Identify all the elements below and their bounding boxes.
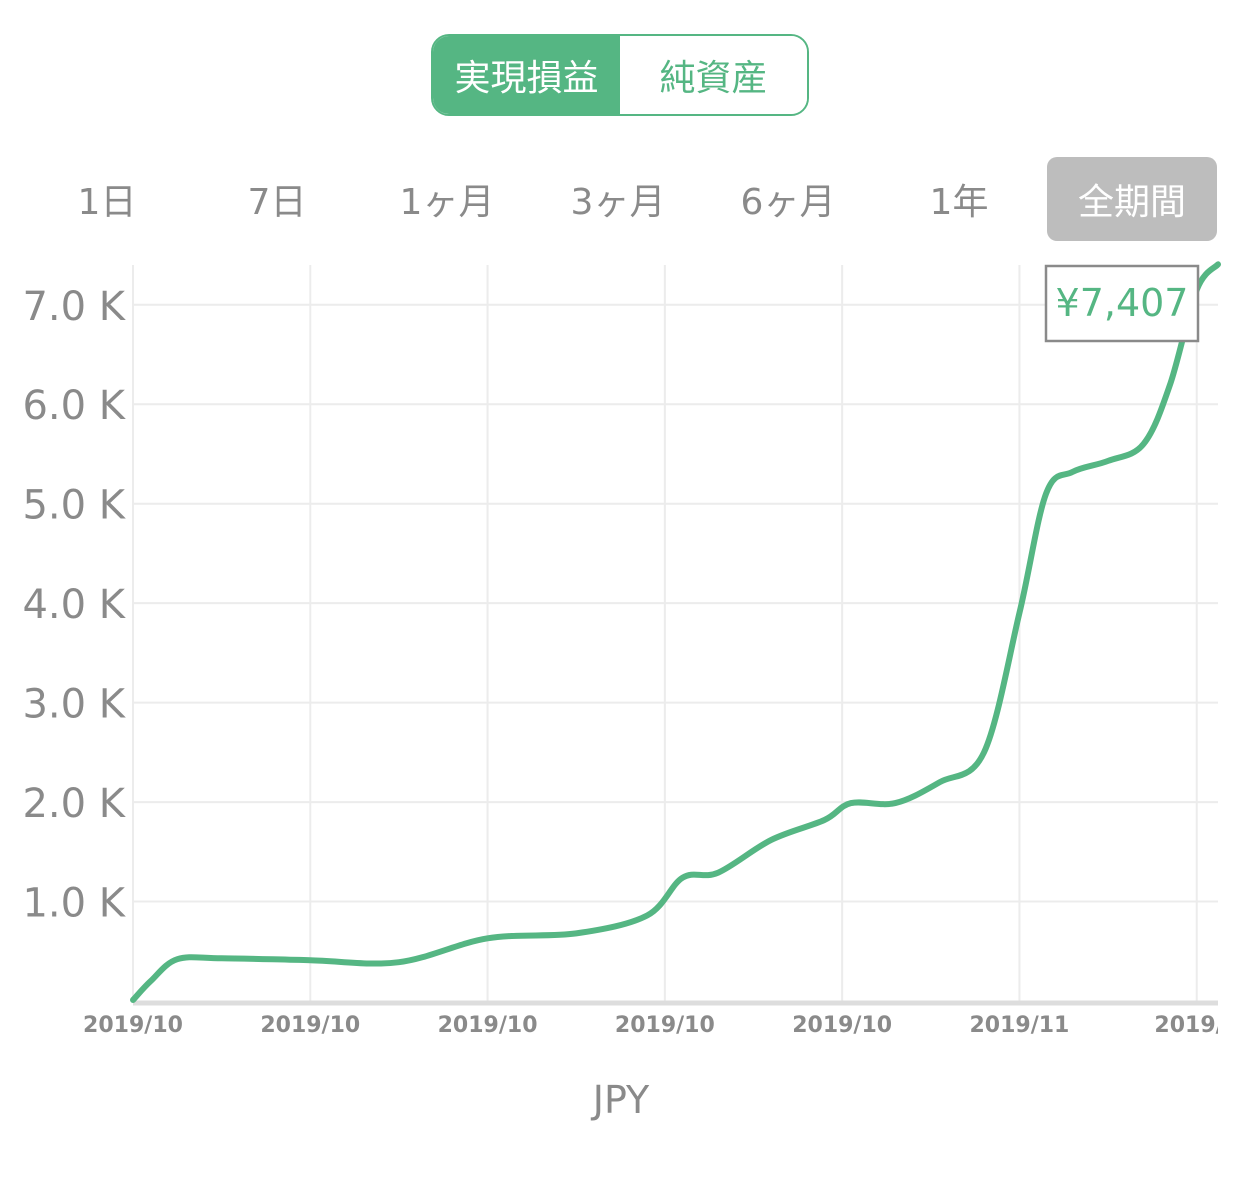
- x-tick-label: 2019/10: [438, 1013, 538, 1038]
- range-1-year-button[interactable]: 1年: [929, 182, 989, 223]
- net-assets-tab[interactable]: 純資産: [620, 36, 807, 114]
- value-tooltip-text: ¥7,407: [1056, 281, 1189, 325]
- x-tick-label: 2019/10: [260, 1013, 360, 1038]
- range-all-time-button[interactable]: 全期間: [1047, 157, 1217, 241]
- range-3-months-button[interactable]: 3ヶ月: [570, 182, 666, 223]
- time-range-selector: 1日 7日 1ヶ月 3ヶ月 6ヶ月 1年 全期間: [22, 157, 1220, 241]
- y-tick-label: 7.0 K: [22, 284, 126, 330]
- y-tick-label: 4.0 K: [22, 582, 126, 628]
- y-tick-label: 6.0 K: [22, 383, 126, 429]
- x-tick-label: 2019/10: [83, 1013, 183, 1038]
- range-6-months-button[interactable]: 6ヶ月: [740, 182, 836, 223]
- currency-unit-label: JPY: [592, 1078, 650, 1122]
- realized-pnl-tab[interactable]: 実現損益: [433, 36, 620, 114]
- y-tick-label: 5.0 K: [22, 483, 126, 529]
- range-7-days-button[interactable]: 7日: [247, 182, 307, 223]
- pnl-line-chart: 1.0 K 2.0 K 3.0 K 4.0 K 5.0 K 6.0 K 7.0 K 2019/…: [22, 261, 1239, 1038]
- value-tooltip-box: [1044, 264, 1200, 343]
- x-tick-label: 2019/10: [792, 1013, 892, 1038]
- x-tick-label: 2019/10: [615, 1013, 715, 1038]
- x-tick-label: 2019/11: [969, 1013, 1069, 1038]
- range-1-day-button[interactable]: 1日: [77, 182, 137, 223]
- pnl-series-line: [130, 261, 1221, 1003]
- range-1-month-button[interactable]: 1ヶ月: [399, 182, 495, 223]
- y-tick-label: 2.0 K: [22, 781, 126, 827]
- chart-mode-toggle: 実現損益 純資産: [431, 34, 809, 116]
- y-tick-label: 3.0 K: [22, 682, 126, 728]
- y-tick-label: 1.0 K: [22, 881, 126, 927]
- x-tick-label: 2019/1: [1154, 1013, 1239, 1038]
